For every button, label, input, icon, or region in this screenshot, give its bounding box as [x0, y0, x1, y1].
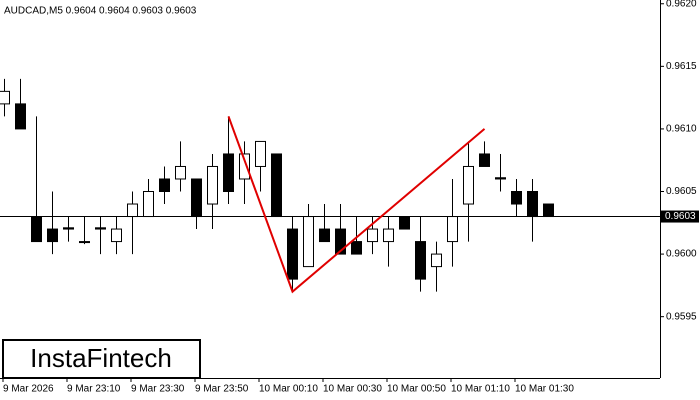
x-tick-label: 9 Mar 23:50: [195, 384, 249, 395]
candle-body: [495, 177, 506, 180]
candle-body: [191, 178, 202, 218]
x-tick-label: 10 Mar 00:10: [259, 384, 318, 395]
candle-body: [79, 241, 90, 244]
y-tick-label: 0.9605: [666, 186, 697, 197]
candle-body: [431, 253, 442, 268]
x-tick-label: 9 Mar 23:10: [67, 384, 121, 395]
candle-body: [271, 153, 282, 218]
candle-body: [47, 228, 58, 243]
candle-body: [511, 191, 522, 205]
last-price-label: 0.9603: [665, 211, 696, 222]
x-tick-label: 10 Mar 01:30: [515, 384, 574, 395]
candle-body: [239, 153, 250, 180]
candle-body: [127, 203, 138, 218]
candle-body: [479, 153, 490, 167]
candle-body: [31, 216, 42, 243]
candle-body: [223, 153, 234, 193]
candle-body: [207, 165, 218, 205]
chart-header: AUDCAD,M5 0.9604 0.9604 0.9603 0.9603: [4, 6, 197, 17]
candle-body: [351, 241, 362, 255]
y-tick-label: 0.9610: [666, 124, 697, 135]
y-tick-label: 0.9600: [666, 249, 697, 260]
candle-body: [367, 228, 378, 243]
x-tick-label: 10 Mar 01:10: [451, 384, 510, 395]
candle-body: [63, 227, 74, 230]
candle-body: [399, 216, 410, 230]
logo: InstaFintech: [30, 343, 172, 373]
logo-box: [2, 339, 201, 379]
candle-body: [527, 191, 538, 218]
candle-body: [303, 216, 314, 268]
candle-body: [15, 103, 26, 130]
x-tick-label: 9 Mar 23:30: [131, 384, 185, 395]
pattern-line: [227, 116, 486, 294]
candle-body: [255, 140, 266, 167]
x-tick-label: 9 Mar 2026: [3, 384, 54, 395]
y-tick-label: 0.9620: [666, 0, 697, 9]
candle-body: [319, 228, 330, 243]
candle-body: [159, 178, 170, 193]
candle-body: [0, 90, 10, 105]
candle-body: [143, 191, 154, 218]
candle-body: [447, 216, 458, 243]
candle-body: [415, 241, 426, 280]
candle-body: [287, 228, 298, 280]
y-tick-label: 0.9595: [666, 311, 697, 322]
candle-body: [335, 228, 346, 255]
candle-body: [111, 228, 122, 243]
candle-body: [463, 165, 474, 205]
last-price-box: [661, 210, 699, 223]
y-tick-label: 0.9615: [666, 61, 697, 72]
candle-body: [175, 165, 186, 180]
candle-body: [383, 228, 394, 243]
candle-body: [95, 227, 106, 230]
x-tick-label: 10 Mar 00:50: [387, 384, 446, 395]
candle-body: [543, 203, 554, 218]
x-tick-label: 10 Mar 00:30: [323, 384, 382, 395]
